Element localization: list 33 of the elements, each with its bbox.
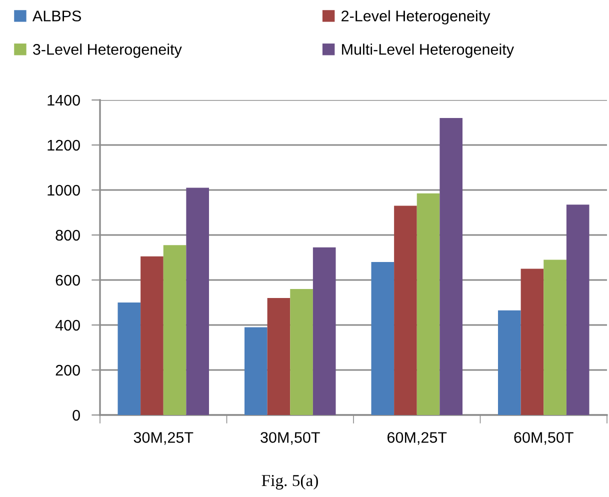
y-tick-label: 400 — [55, 320, 80, 331]
bar — [186, 188, 210, 415]
x-tick-label: 60M,50T — [514, 432, 574, 445]
y-tick-label: 800 — [56, 230, 80, 241]
y-tick-label: 600 — [56, 274, 80, 286]
legend-label: ALBPS — [32, 10, 81, 22]
x-tick-label: 30M,50T — [260, 432, 320, 445]
bar — [371, 262, 394, 415]
x-tick-label: 60M,25T — [388, 432, 447, 445]
y-tick-label: 1000 — [48, 184, 80, 196]
x-tick-label: 30M,25T — [134, 432, 194, 445]
y-tick-label: 1200 — [48, 140, 80, 151]
y-tick-label: 1400 — [48, 94, 80, 106]
bar — [312, 247, 336, 415]
bar — [290, 289, 313, 415]
bar — [394, 206, 417, 415]
bar — [140, 256, 164, 415]
bar — [244, 327, 268, 415]
bar — [566, 204, 590, 415]
bar — [163, 245, 186, 415]
legend-label: 3-Level Heterogeneity — [33, 44, 182, 58]
y-tick-label: 0 — [72, 410, 80, 421]
bar — [544, 260, 566, 415]
bar — [440, 118, 463, 415]
bar — [498, 310, 521, 415]
legend-label: 2-Level Heterogeneity — [342, 10, 490, 24]
caption: Fig. 5(a) — [262, 474, 318, 490]
y-tick-label: 200 — [56, 364, 80, 376]
bar — [118, 302, 141, 415]
bar — [520, 268, 544, 415]
bar — [267, 298, 290, 415]
bar — [416, 193, 440, 415]
legend-label: Multi-Level Heterogeneity — [342, 44, 514, 58]
